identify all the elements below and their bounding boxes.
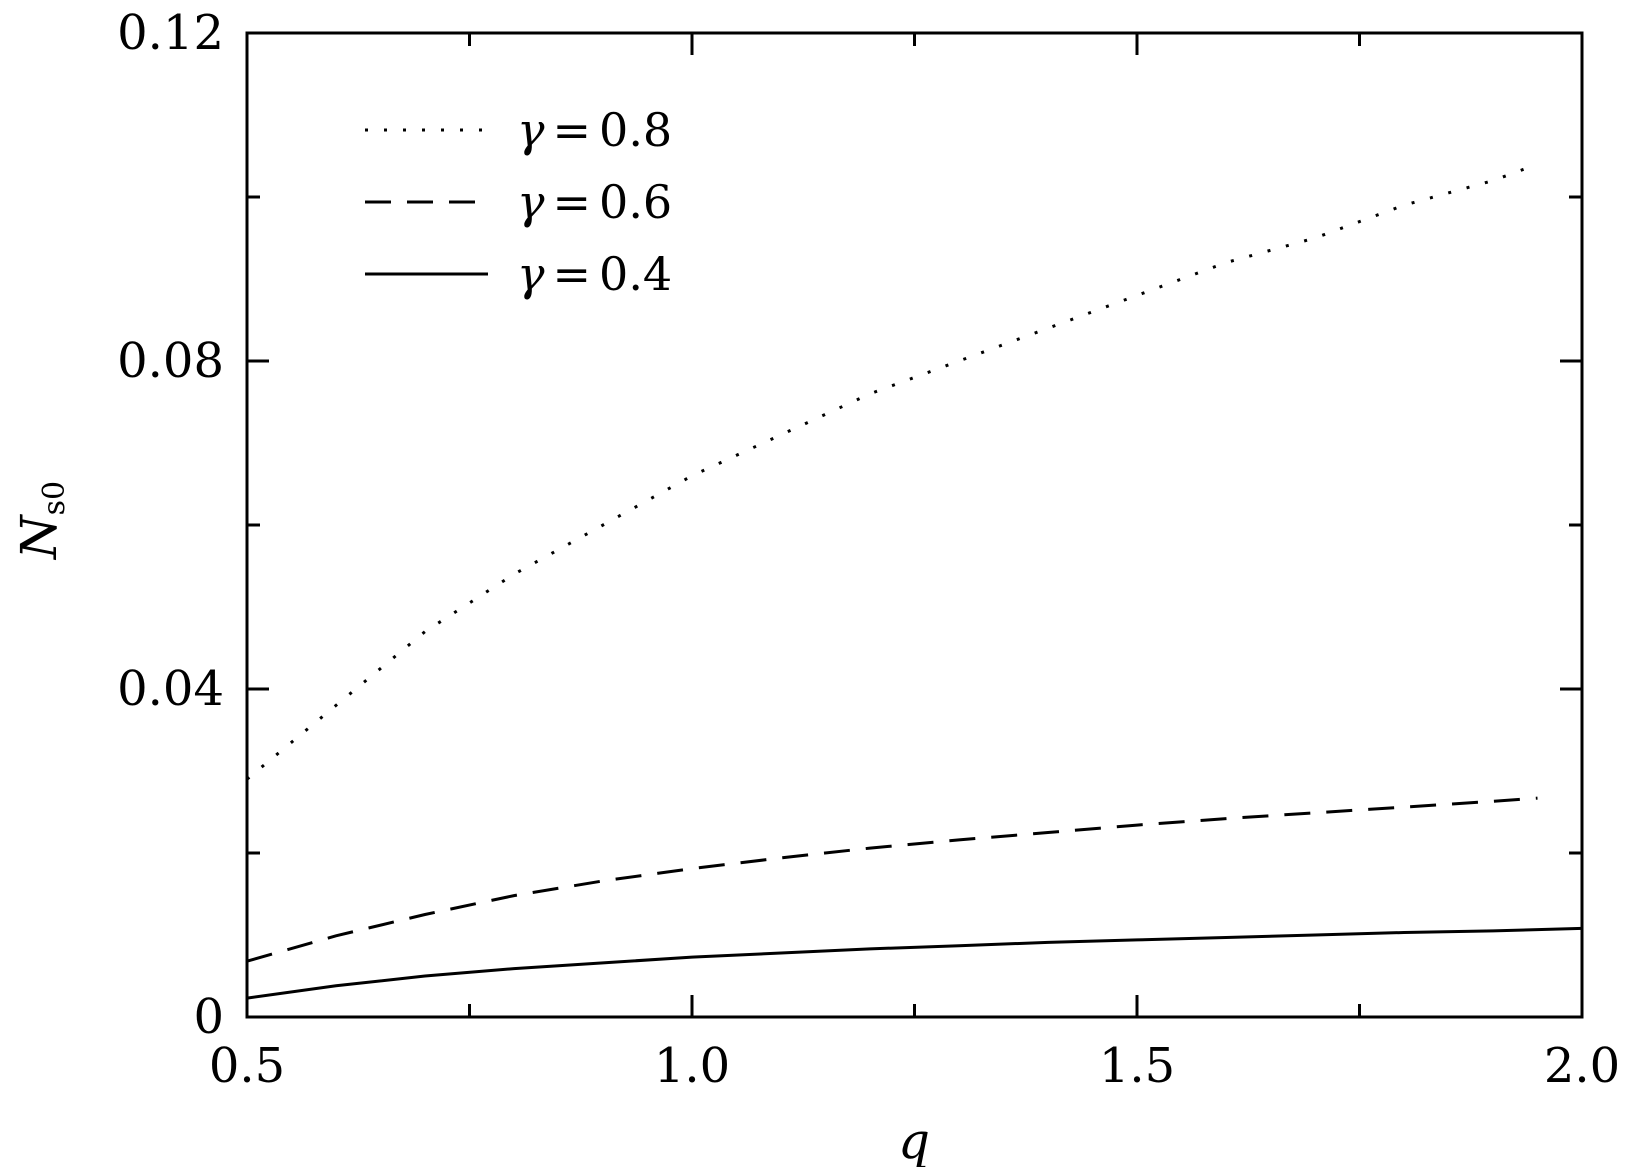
legend-symbol: γ	[517, 247, 545, 301]
y-axis-label-main: N	[10, 513, 68, 560]
legend-value: 0.8	[599, 103, 672, 157]
y-axis-label-subscript: s0	[37, 481, 72, 515]
legend-equals: =	[553, 175, 592, 229]
x-tick-label: 1.0	[654, 1038, 730, 1094]
tick-labels: 0.5 1.0 1.5 2.0 0 0.04 0.08 0.12	[117, 5, 1620, 1094]
legend-symbol: γ	[517, 175, 545, 229]
legend: γ = 0.8γ = 0.6γ = 0.4	[365, 103, 672, 301]
legend-symbol: γ	[517, 103, 545, 157]
x-tick-label: 2.0	[1544, 1038, 1620, 1094]
ticks	[245, 31, 1584, 1019]
y-tick-label: 0	[193, 989, 224, 1045]
legend-equals: =	[553, 103, 592, 157]
plot-frame	[245, 31, 1584, 1019]
svg-text:Ns0: Ns0	[10, 481, 72, 560]
x-axis-label: q	[898, 1112, 930, 1167]
series-line-1	[246, 796, 1538, 963]
x-tick-label: 1.5	[1099, 1038, 1175, 1094]
series-line-2	[246, 926, 1583, 1000]
y-tick-label: 0.12	[117, 5, 224, 61]
legend-value: 0.4	[599, 247, 672, 301]
x-tick-label: 0.5	[209, 1038, 285, 1094]
series-lines	[246, 162, 1583, 1000]
legend-equals: =	[553, 247, 592, 301]
y-tick-label: 0.04	[117, 661, 224, 717]
legend-entry: γ = 0.6	[517, 175, 672, 229]
legend-entry: γ = 0.4	[517, 247, 672, 301]
y-axis-label: Ns0	[10, 481, 72, 560]
y-tick-label: 0.08	[117, 333, 224, 389]
legend-value: 0.6	[599, 175, 672, 229]
legend-entry: γ = 0.8	[517, 103, 672, 157]
series-line-0	[246, 162, 1539, 781]
